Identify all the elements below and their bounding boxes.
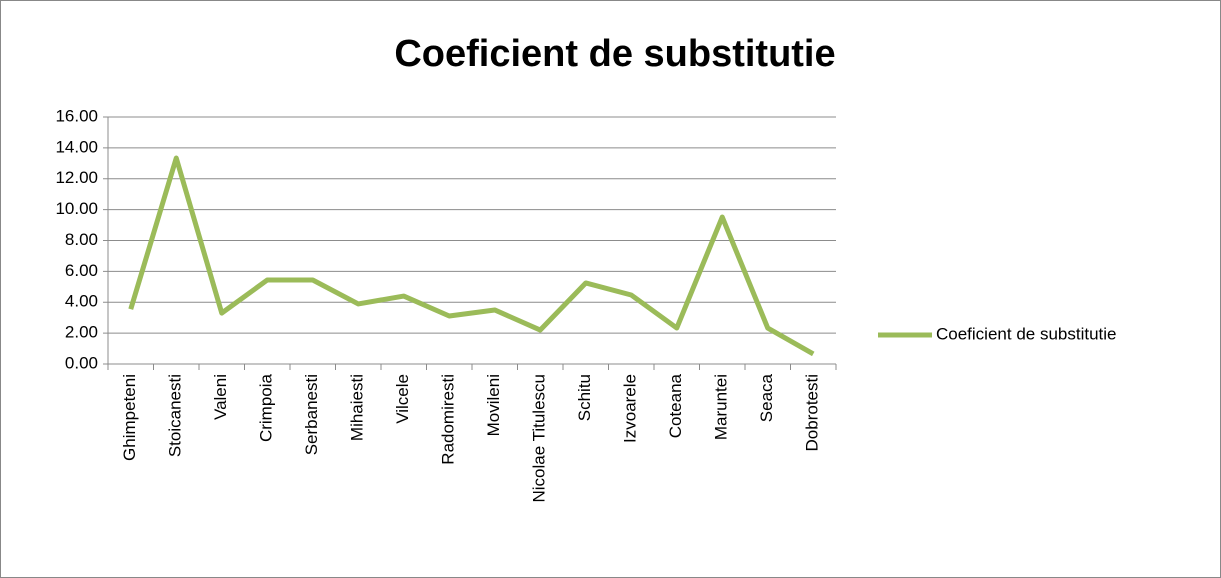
- y-tick-label: 8.00: [65, 230, 98, 249]
- chart-title: Coeficient de substitutie: [394, 33, 835, 75]
- x-tick-label: Seaca: [757, 373, 776, 422]
- x-tick-label: Serbanesti: [302, 374, 321, 455]
- x-tick-label: Ghimpeteni: [120, 374, 139, 461]
- x-tick-label: Valeni: [211, 374, 230, 420]
- y-tick-label: 10.00: [55, 199, 98, 218]
- x-tick-label: Dobrotesti: [803, 374, 822, 451]
- x-tick-label: Crimpoia: [257, 373, 276, 442]
- x-tick-label: Mihaiesti: [348, 374, 367, 441]
- x-tick-label: Schitu: [575, 374, 594, 421]
- x-tick-label: Vilcele: [393, 374, 412, 424]
- y-tick-label: 4.00: [65, 292, 98, 311]
- legend-label: Coeficient de substitutie: [936, 324, 1117, 343]
- y-tick-label: 16.00: [55, 106, 98, 125]
- y-tick-label: 6.00: [65, 261, 98, 280]
- y-tick-label: 0.00: [65, 353, 98, 372]
- x-tick-label: Nicolae Titulescu: [530, 374, 549, 503]
- x-tick-label: Stoicanesti: [166, 374, 185, 457]
- x-tick-label: Maruntei: [712, 374, 731, 440]
- x-tick-label: Radomiresti: [439, 374, 458, 465]
- y-tick-label: 2.00: [65, 323, 98, 342]
- line-series: [128, 155, 815, 357]
- x-tick-label: Movileni: [484, 374, 503, 436]
- y-tick-label: 14.00: [55, 137, 98, 156]
- y-tick-label: 12.00: [55, 168, 98, 187]
- x-tick-label: Izvoarele: [621, 374, 640, 443]
- x-tick-label: Coteana: [666, 373, 685, 438]
